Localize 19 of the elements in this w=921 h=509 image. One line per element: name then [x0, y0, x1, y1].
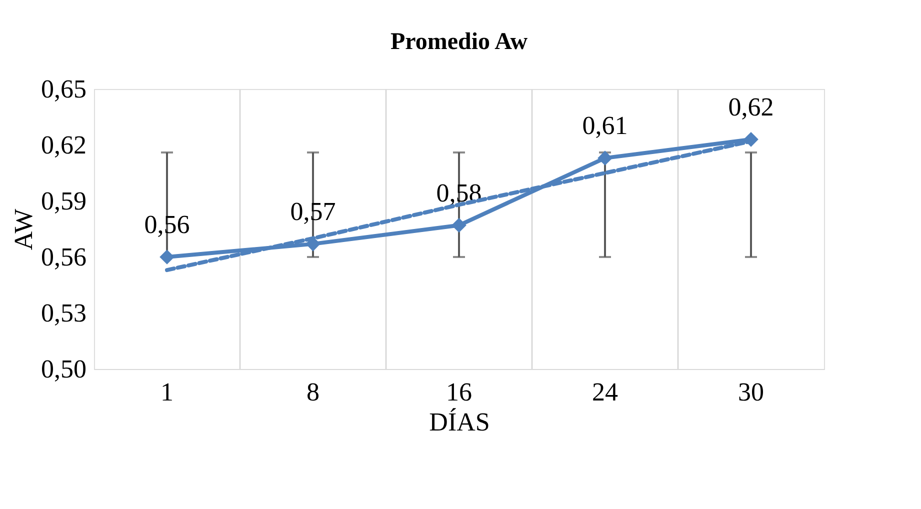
x-tick-label: 8: [306, 378, 320, 406]
data-label: 0,62: [728, 92, 774, 122]
point: [160, 250, 174, 264]
data-label: 0,61: [582, 111, 628, 140]
x-tick-label: 16: [446, 378, 472, 406]
point: [598, 150, 612, 166]
x-tick-label: 24: [592, 378, 618, 406]
point: [452, 218, 466, 233]
y-tick-label: 0,56: [41, 242, 86, 272]
y-tick-label: 0,59: [41, 186, 86, 216]
y-tick-label: 0,65: [41, 74, 86, 104]
chart-title: Promedio Aw: [390, 29, 528, 55]
y-tick-label: 0,62: [41, 130, 86, 160]
y-axis-title: AW: [9, 208, 38, 250]
x-tick-label: 30: [738, 378, 764, 406]
y-tick-label: 0,50: [41, 354, 86, 384]
x-tick-label: 1: [160, 378, 174, 406]
y-tick-label: 0,53: [41, 298, 86, 328]
x-axis-title: DÍAS: [429, 408, 490, 436]
